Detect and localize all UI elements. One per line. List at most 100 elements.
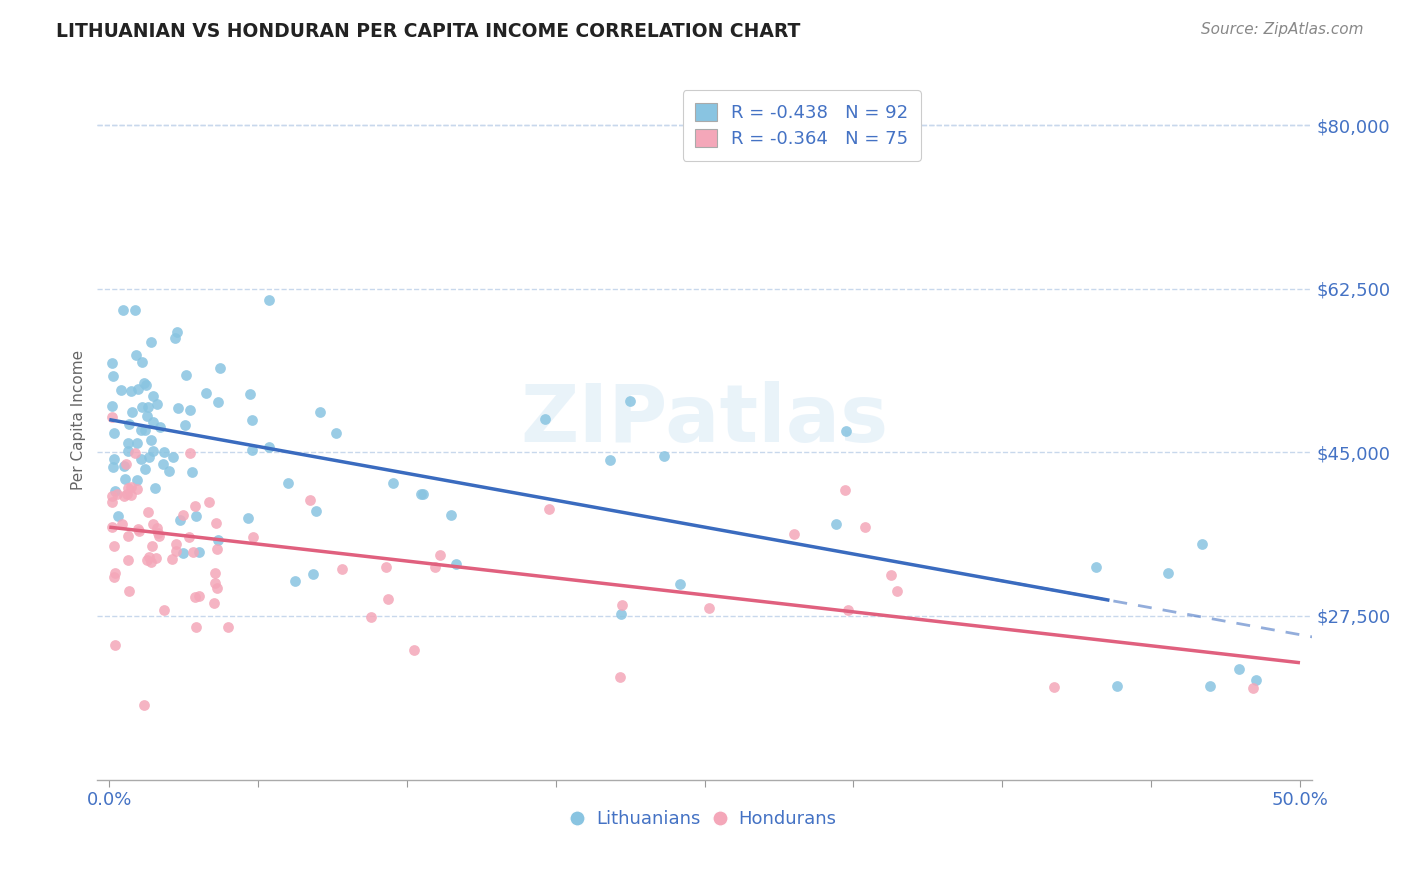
Point — [177, 530, 200, 544]
Point — [1241, 681, 1264, 695]
Point — [257, 293, 280, 308]
Point — [118, 417, 141, 431]
Point — [142, 516, 165, 531]
Point — [131, 400, 153, 414]
Point — [411, 487, 433, 501]
Point — [103, 369, 125, 384]
Point — [138, 450, 160, 464]
Point — [111, 302, 134, 317]
Point — [198, 495, 221, 509]
Point — [1042, 680, 1064, 694]
Point — [305, 504, 328, 518]
Point — [377, 591, 399, 606]
Text: LITHUANIAN VS HONDURAN PER CAPITA INCOME CORRELATION CHART: LITHUANIAN VS HONDURAN PER CAPITA INCOME… — [56, 22, 800, 41]
Point — [610, 607, 633, 621]
Point — [242, 530, 264, 544]
Point — [117, 553, 139, 567]
Point — [1085, 559, 1108, 574]
Point — [135, 553, 157, 567]
Point — [141, 539, 163, 553]
Point — [880, 568, 903, 582]
Point — [440, 508, 463, 522]
Point — [105, 487, 128, 501]
Point — [145, 551, 167, 566]
Point — [165, 331, 187, 345]
Point — [609, 670, 631, 684]
Point — [152, 457, 174, 471]
Point — [125, 473, 148, 487]
Point — [652, 449, 675, 463]
Point — [165, 537, 187, 551]
Point — [186, 509, 208, 524]
Point — [180, 465, 202, 479]
Point — [853, 520, 876, 534]
Point — [148, 529, 170, 543]
Point — [121, 405, 143, 419]
Point — [112, 489, 135, 503]
Point — [153, 445, 176, 459]
Point — [131, 355, 153, 369]
Point — [205, 542, 228, 557]
Point — [124, 446, 146, 460]
Point — [204, 575, 226, 590]
Y-axis label: Per Capita Income: Per Capita Income — [72, 350, 86, 490]
Point — [101, 495, 124, 509]
Point — [117, 444, 139, 458]
Point — [217, 620, 239, 634]
Point — [537, 502, 560, 516]
Point — [277, 475, 299, 490]
Point — [834, 483, 856, 497]
Point — [117, 435, 139, 450]
Point — [125, 348, 148, 362]
Point — [114, 472, 136, 486]
Point — [1227, 662, 1250, 676]
Point — [402, 643, 425, 657]
Point — [103, 452, 125, 467]
Point — [166, 401, 188, 415]
Point — [240, 443, 263, 458]
Point — [1198, 679, 1220, 693]
Point — [125, 436, 148, 450]
Point — [124, 302, 146, 317]
Point — [160, 552, 183, 566]
Point — [1157, 566, 1180, 580]
Point — [697, 600, 720, 615]
Point — [169, 513, 191, 527]
Point — [195, 386, 218, 401]
Point — [165, 544, 187, 558]
Point — [669, 576, 692, 591]
Point — [132, 698, 155, 712]
Point — [599, 453, 621, 467]
Point — [100, 400, 122, 414]
Point — [166, 325, 188, 339]
Point — [103, 539, 125, 553]
Point — [153, 603, 176, 617]
Point — [360, 610, 382, 624]
Point — [619, 394, 641, 409]
Point — [120, 479, 142, 493]
Point — [187, 589, 209, 603]
Point — [104, 484, 127, 499]
Point — [174, 368, 197, 382]
Point — [100, 356, 122, 370]
Point — [330, 562, 353, 576]
Point — [143, 482, 166, 496]
Point — [179, 446, 201, 460]
Point — [110, 383, 132, 397]
Point — [240, 413, 263, 427]
Point — [129, 452, 152, 467]
Point — [107, 508, 129, 523]
Point — [134, 423, 156, 437]
Point — [298, 492, 321, 507]
Point — [172, 546, 194, 560]
Point — [111, 517, 134, 532]
Point — [114, 457, 136, 471]
Point — [139, 555, 162, 569]
Point — [188, 545, 211, 559]
Text: ZIPatlas: ZIPatlas — [520, 381, 889, 458]
Point — [374, 560, 396, 574]
Point — [886, 584, 908, 599]
Point — [117, 481, 139, 495]
Point — [100, 410, 122, 425]
Point — [117, 529, 139, 543]
